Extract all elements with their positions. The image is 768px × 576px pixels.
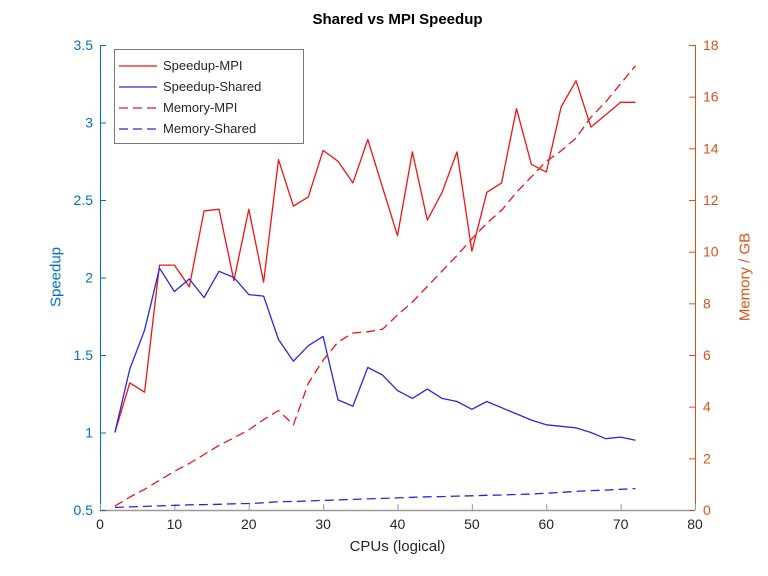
series-line-speedup-mpi [114, 80, 636, 433]
legend-label: Memory-MPI [163, 100, 238, 115]
x-tick-label: 60 [538, 516, 554, 532]
legend-line-sample [115, 61, 161, 71]
y-left-tick-label: 3.5 [74, 37, 94, 53]
y-right-tick-label: 8 [703, 295, 711, 311]
x-tick-label: 10 [167, 516, 183, 532]
y-axis-label-right: Memory / GB [736, 232, 754, 322]
x-tick-label: 50 [464, 516, 480, 532]
y-axis-label-left: Speedup [47, 246, 65, 308]
y-left-tick-label: 1.5 [74, 347, 94, 363]
y-right-tick-label: 14 [703, 140, 719, 156]
x-tick-label: 40 [390, 516, 406, 532]
x-axis-label: CPUs (logical) [349, 538, 446, 555]
y-left-tick-label: 0.5 [74, 502, 94, 518]
legend-item-speedup-shared: Speedup-Shared [115, 76, 303, 97]
x-tick-label: 20 [241, 516, 257, 532]
x-tick-label: 70 [613, 516, 629, 532]
y-right-tick-label: 16 [703, 89, 719, 105]
y-right-tick-label: 0 [703, 502, 711, 518]
chart-title: Shared vs MPI Speedup [312, 11, 483, 28]
legend-line-sample [115, 124, 161, 134]
y-right-tick-label: 2 [703, 450, 711, 466]
y-right-tick-label: 6 [703, 347, 711, 363]
y-right-tick-label: 18 [703, 37, 719, 53]
x-tick-label: 0 [96, 516, 104, 532]
series-line-speedup-shared [114, 267, 636, 441]
x-tick-label: 80 [687, 516, 703, 532]
y-left-tick-label: 1 [85, 425, 93, 441]
legend-item-speedup-mpi: Speedup-MPI [115, 55, 303, 76]
y-right-tick-label: 4 [703, 399, 711, 415]
y-left-tick-label: 3 [85, 115, 93, 131]
y-right-tick-label: 12 [703, 192, 719, 208]
legend-item-memory-shared: Memory-Shared [115, 118, 303, 139]
legend-label: Speedup-MPI [163, 58, 243, 73]
legend-line-sample [115, 82, 161, 92]
x-tick-label: 30 [315, 516, 331, 532]
y-left-tick-label: 2 [85, 270, 93, 286]
series-line-memory-shared [114, 487, 636, 509]
legend-label: Speedup-Shared [163, 79, 262, 94]
legend: Speedup-MPI Speedup-Shared Memory-MPI Memor… [114, 49, 304, 144]
series-line-memory-mpi [114, 65, 637, 507]
legend-item-memory-mpi: Memory-MPI [115, 97, 303, 118]
y-right-tick-label: 10 [703, 244, 719, 260]
legend-label: Memory-Shared [163, 121, 257, 136]
y-left-tick-label: 2.5 [74, 192, 94, 208]
legend-line-sample [115, 103, 161, 113]
